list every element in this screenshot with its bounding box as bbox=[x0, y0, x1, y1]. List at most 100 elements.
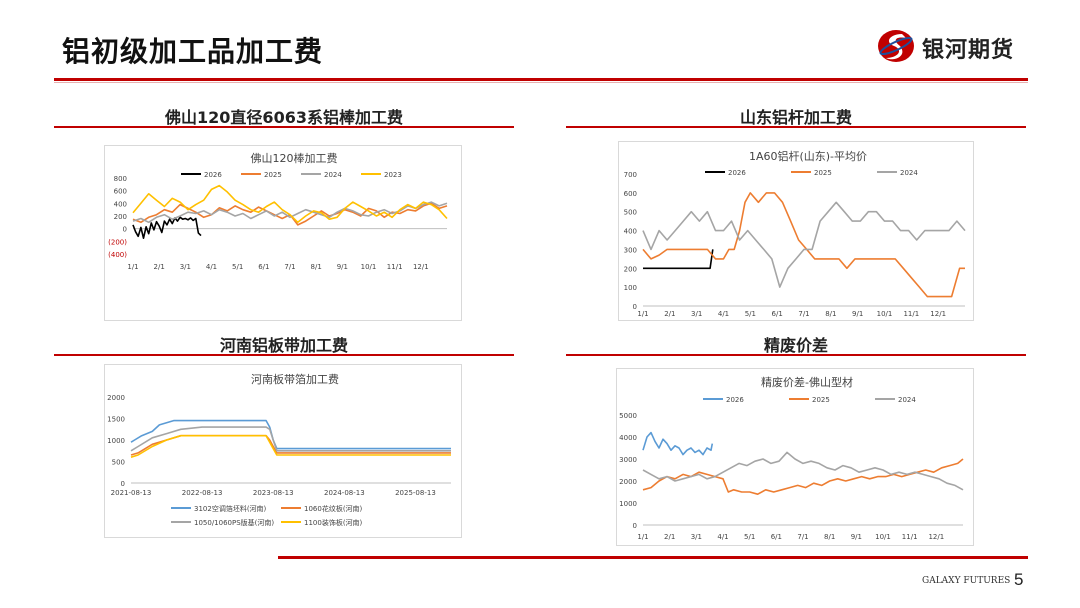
legend-label: 2024 bbox=[900, 169, 918, 177]
legend-label: 2026 bbox=[726, 396, 744, 404]
x-tick-label: 12/1 bbox=[413, 263, 429, 271]
series-line-2024 bbox=[642, 451, 964, 491]
x-tick-label: 9/1 bbox=[337, 263, 348, 271]
y-tick-label: 0 bbox=[633, 522, 637, 530]
y-tick-label: 0 bbox=[123, 226, 127, 234]
chart-shandong-rod: 1A60铝杆(山东)-平均价 700 600 500 400 300 200 100 0 1/1 2… bbox=[618, 141, 974, 321]
section-rule-spread bbox=[566, 354, 1026, 356]
y-tick-label: 0 bbox=[633, 303, 637, 311]
chart-foshan-rod-svg: 佛山120棒加工费 800 600 400 200 0 (200) (400)1/1 2/1 3/… bbox=[108, 151, 448, 271]
x-tick-label: 8/1 bbox=[824, 533, 835, 541]
series-line-2025 bbox=[642, 192, 965, 298]
y-tick-label: 1500 bbox=[107, 416, 125, 424]
section-title-foshan: 佛山120直径6063系铝棒加工费 bbox=[165, 108, 403, 127]
legend-label: 2026 bbox=[204, 171, 222, 179]
y-tick-label: 1000 bbox=[619, 500, 637, 508]
y-tick-label: 500 bbox=[624, 209, 637, 217]
chart-title: 河南板带箔加工费 bbox=[251, 372, 339, 386]
y-tick-label: 2000 bbox=[619, 478, 637, 486]
x-tick-label: 2/1 bbox=[664, 310, 675, 318]
header-rule bbox=[54, 78, 1028, 81]
x-tick-label: 12/1 bbox=[928, 533, 944, 541]
x-tick-label: 6/1 bbox=[771, 533, 782, 541]
x-tick-label: 12/1 bbox=[930, 310, 946, 318]
section-title-shandong: 山东铝杆加工费 bbox=[739, 108, 852, 127]
x-tick-label: 2022-08-13 bbox=[182, 489, 223, 497]
y-tick-label: 400 bbox=[114, 200, 127, 208]
y-tick-label: 700 bbox=[624, 171, 637, 179]
chart-foshan-rod: 佛山120棒加工费 800 600 400 200 0 (200) (400) 1/1 2/1 3/… bbox=[104, 145, 462, 321]
y-tick-label: 600 bbox=[114, 188, 127, 196]
y-tick-label: (200) bbox=[108, 238, 127, 246]
y-tick-label: (400) bbox=[108, 251, 127, 259]
x-tick-label: 10/1 bbox=[875, 533, 891, 541]
section-rule-henan bbox=[54, 354, 514, 356]
brand-logo: 银河期货 bbox=[876, 28, 1036, 64]
x-tick-label: 10/1 bbox=[361, 263, 377, 271]
legend-label: 2026 bbox=[728, 169, 746, 177]
x-tick-label: 8/1 bbox=[311, 263, 322, 271]
x-tick-label: 3/1 bbox=[691, 310, 702, 318]
legend-label: 2024 bbox=[324, 171, 342, 179]
legend-label: 2025 bbox=[814, 169, 832, 177]
x-tick-label: 9/1 bbox=[852, 310, 863, 318]
x-tick-label: 4/1 bbox=[206, 263, 217, 271]
chart-title: 1A60铝杆(山东)-平均价 bbox=[749, 149, 867, 163]
x-tick-label: 7/1 bbox=[797, 533, 808, 541]
y-tick-label: 200 bbox=[114, 213, 127, 221]
series-line-3102空调箔坯料(河南) bbox=[130, 419, 451, 450]
chart-title: 精废价差-佛山型材 bbox=[761, 375, 853, 389]
y-tick-label: 400 bbox=[624, 228, 637, 236]
x-tick-label: 11/1 bbox=[387, 263, 403, 271]
x-tick-label: 11/1 bbox=[902, 533, 918, 541]
x-tick-label: 6/1 bbox=[772, 310, 783, 318]
x-tick-label: 7/1 bbox=[284, 263, 295, 271]
x-tick-label: 6/1 bbox=[258, 263, 269, 271]
x-tick-label: 3/1 bbox=[691, 533, 702, 541]
page-number: 5 bbox=[1014, 570, 1024, 589]
y-tick-label: 500 bbox=[112, 459, 125, 467]
legend-label: 2024 bbox=[898, 396, 916, 404]
galaxy-logo-icon bbox=[878, 30, 914, 62]
x-tick-label: 1/1 bbox=[637, 533, 648, 541]
series-line-2024 bbox=[642, 201, 966, 288]
legend-label: 2025 bbox=[812, 396, 830, 404]
series-line-2023 bbox=[132, 184, 448, 224]
section-title-spread: 精废价差 bbox=[763, 336, 828, 355]
footer-rule bbox=[278, 556, 1028, 559]
series-line-2026 bbox=[642, 431, 714, 456]
x-tick-label: 9/1 bbox=[851, 533, 862, 541]
x-tick-label: 2/1 bbox=[154, 263, 165, 271]
x-tick-label: 4/1 bbox=[717, 533, 728, 541]
footer-brand: GALAXY FUTURES bbox=[922, 576, 1011, 586]
series-line-2026 bbox=[132, 216, 202, 239]
y-tick-label: 5000 bbox=[619, 412, 637, 420]
x-tick-label: 4/1 bbox=[718, 310, 729, 318]
y-tick-label: 100 bbox=[624, 284, 637, 292]
legend-label: 1050/1060PS版基(河南) bbox=[194, 518, 274, 527]
x-tick-label: 5/1 bbox=[745, 310, 756, 318]
page-title: 铝初级加工品加工费 bbox=[62, 35, 324, 68]
chart-title: 佛山120棒加工费 bbox=[251, 151, 338, 165]
legend-label: 1060花纹板(河南) bbox=[304, 504, 363, 513]
y-tick-label: 2000 bbox=[107, 394, 125, 402]
y-tick-label: 3000 bbox=[619, 456, 637, 464]
x-tick-label: 11/1 bbox=[903, 310, 919, 318]
y-tick-label: 800 bbox=[114, 175, 127, 183]
series-line-1050/1060PS版基(河南) bbox=[130, 426, 451, 452]
y-tick-label: 4000 bbox=[619, 434, 637, 442]
series-line-2024 bbox=[132, 201, 448, 224]
x-tick-label: 7/1 bbox=[798, 310, 809, 318]
legend-label: 3102空调箔坯料(河南) bbox=[194, 504, 267, 513]
y-tick-label: 200 bbox=[624, 265, 637, 273]
x-tick-label: 2021-08-13 bbox=[111, 489, 152, 497]
chart-scrap-spread: 精废价差-佛山型材 5000 4000 3000 2000 1000 0 1/1 2/1 3/1 4… bbox=[616, 368, 974, 546]
logo-text: 银河期货 bbox=[922, 38, 1015, 63]
x-tick-label: 2/1 bbox=[664, 533, 675, 541]
y-tick-label: 300 bbox=[624, 246, 637, 254]
section-title-henan: 河南铝板带加工费 bbox=[219, 336, 348, 355]
series-line-2026 bbox=[643, 249, 714, 270]
x-tick-label: 2023-08-13 bbox=[253, 489, 294, 497]
x-tick-label: 2025-08-13 bbox=[395, 489, 436, 497]
